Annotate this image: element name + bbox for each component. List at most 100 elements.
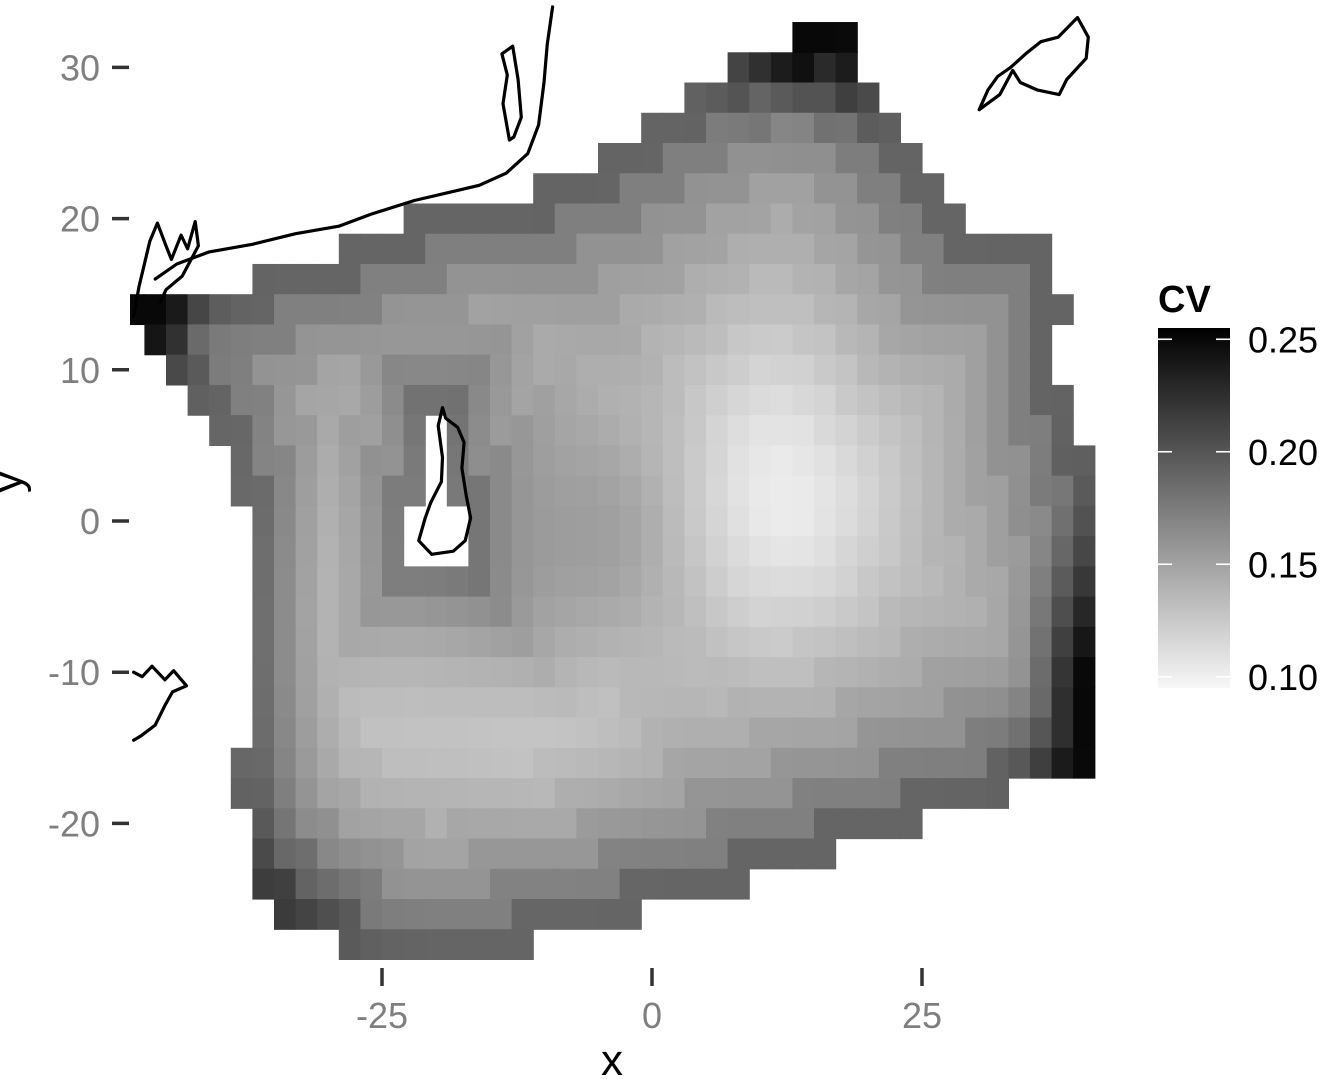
heatmap-cell <box>900 536 923 567</box>
heatmap-cell <box>598 596 621 628</box>
heatmap-cell <box>749 82 772 114</box>
heatmap-cell <box>1073 747 1096 779</box>
heatmap-cell <box>619 717 642 749</box>
heatmap-cell <box>706 263 729 295</box>
heatmap-cell <box>814 566 837 598</box>
heatmap-cell <box>274 415 297 446</box>
heatmap-cell <box>382 626 405 658</box>
heatmap-cell <box>1008 596 1031 628</box>
heatmap-cell <box>576 687 599 719</box>
heatmap-cell <box>619 838 642 870</box>
plot-panel <box>130 5 1096 960</box>
heatmap-cell <box>684 747 707 779</box>
heatmap-cell <box>446 778 469 809</box>
heatmap-cell <box>468 536 491 567</box>
heatmap-cell <box>554 263 577 295</box>
heatmap-cell <box>533 384 556 416</box>
heatmap-cell <box>943 687 966 719</box>
heatmap-cell <box>770 536 793 567</box>
heatmap-cell <box>252 838 275 870</box>
heatmap-cell <box>274 445 297 477</box>
heatmap-cell <box>706 596 729 628</box>
heatmap-cell <box>814 747 837 779</box>
heatmap-cell <box>835 324 858 356</box>
heatmap-cell <box>274 384 297 416</box>
heatmap-cell <box>425 203 448 235</box>
heatmap-cell <box>252 687 275 719</box>
heatmap-cell <box>446 566 469 598</box>
heatmap-cell <box>922 747 945 779</box>
heatmap-cell <box>295 354 318 386</box>
heatmap-cell <box>814 324 837 356</box>
heatmap-cell <box>814 112 837 144</box>
heatmap-cell <box>1051 505 1074 537</box>
heatmap-cell <box>770 657 793 688</box>
heatmap-cell <box>943 324 966 356</box>
heatmap-cell <box>360 838 383 870</box>
heatmap-cell <box>619 868 642 900</box>
heatmap-cell <box>230 475 253 507</box>
heatmap-cell <box>900 415 923 446</box>
heatmap-cell <box>598 747 621 779</box>
heatmap-cell <box>230 445 253 477</box>
heatmap-cell <box>792 384 815 416</box>
heatmap-cell <box>986 445 1009 477</box>
heatmap-cell <box>814 778 837 809</box>
heatmap-cell <box>878 717 901 749</box>
heatmap-cell <box>446 899 469 930</box>
heatmap-cell <box>295 415 318 446</box>
heatmap-cell <box>511 626 534 658</box>
heatmap-cell <box>511 233 534 265</box>
heatmap-cell <box>382 536 405 567</box>
heatmap-cell <box>274 687 297 719</box>
heatmap-cell <box>403 354 426 386</box>
heatmap-cell <box>425 868 448 900</box>
heatmap-cell <box>598 899 621 930</box>
heatmap-cell <box>943 717 966 749</box>
heatmap-cell <box>295 838 318 870</box>
heatmap-cell <box>619 384 642 416</box>
heatmap-cell <box>878 354 901 386</box>
heatmap-cell <box>598 838 621 870</box>
heatmap-cell <box>511 566 534 598</box>
heatmap-cell <box>814 475 837 507</box>
heatmap-cell <box>922 717 945 749</box>
heatmap-cell <box>619 294 642 326</box>
heatmap-cell <box>274 868 297 900</box>
heatmap-cell <box>835 536 858 567</box>
heatmap-cell <box>338 384 361 416</box>
heatmap-cell <box>835 143 858 174</box>
heatmap-cell <box>792 657 815 688</box>
heatmap-cell <box>1030 747 1053 779</box>
heatmap-cell <box>338 596 361 628</box>
heatmap-cell <box>684 626 707 658</box>
heatmap-cell <box>252 294 275 326</box>
heatmap-cell <box>727 445 750 477</box>
heatmap-cell <box>1030 687 1053 719</box>
heatmap-cell <box>274 626 297 658</box>
heatmap-cell <box>706 324 729 356</box>
heatmap-cell <box>554 233 577 265</box>
heatmap-cell <box>814 536 837 567</box>
heatmap-cell <box>425 717 448 749</box>
heatmap-cell <box>511 687 534 719</box>
x-axis-ticks: -25 0 25 <box>356 968 942 1036</box>
heatmap-cell <box>619 808 642 840</box>
heatmap-cell <box>533 445 556 477</box>
heatmap-cell <box>1030 566 1053 598</box>
heatmap-cell <box>446 747 469 779</box>
heatmap-cell <box>684 233 707 265</box>
heatmap-cell <box>857 687 880 719</box>
heatmap-cell <box>662 475 685 507</box>
heatmap-cell <box>900 778 923 809</box>
heatmap-cell <box>490 536 513 567</box>
y-tick-label: 10 <box>60 350 100 391</box>
heatmap-cell <box>922 294 945 326</box>
heatmap-cell <box>468 717 491 749</box>
heatmap-cell <box>382 899 405 930</box>
heatmap-cell <box>706 384 729 416</box>
heatmap-cell <box>770 173 793 205</box>
heatmap-cell <box>662 324 685 356</box>
heatmap-cell <box>792 475 815 507</box>
heatmap-cell <box>1008 657 1031 688</box>
